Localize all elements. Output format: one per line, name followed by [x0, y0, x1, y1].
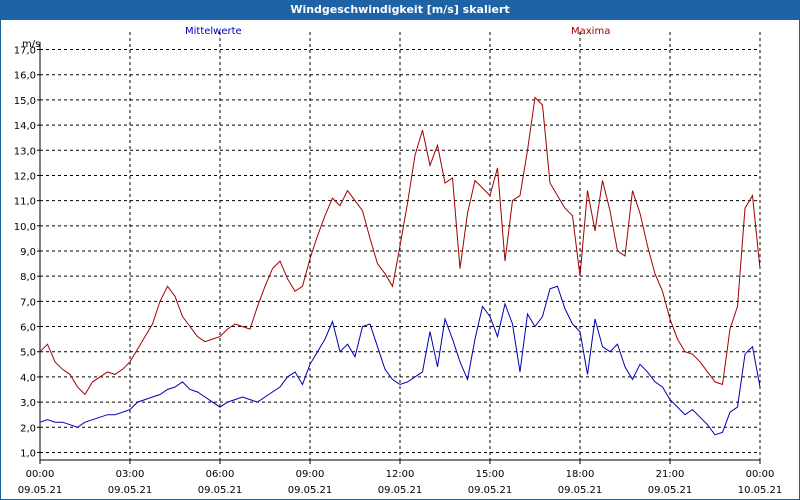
- x-tick-date-label: 09.05.21: [198, 485, 243, 496]
- series-lines: [39, 96, 761, 436]
- x-tick-date-label: 10.05.21: [738, 485, 783, 496]
- y-tick-label: 8,0: [20, 272, 36, 283]
- series-line-mittelwerte: [39, 285, 761, 436]
- y-ticks: 1,0 2,0 3,0 4,0 5,0 6,0 7,0 8,0 9,0 10,0 11,0 12,0 1…: [14, 46, 40, 459]
- x-tick-time-label: 21:00: [656, 469, 685, 480]
- y-tick-label: 7,0: [20, 297, 36, 308]
- x-tick-time-label: 09:00: [296, 469, 325, 480]
- y-tick-label: 5,0: [20, 348, 36, 359]
- y-tick-label: 9,0: [20, 247, 36, 258]
- y-tick-label: 13,0: [14, 146, 36, 157]
- x-tick-time-label: 00:00: [26, 469, 55, 480]
- x-tick-time-label: 03:00: [116, 469, 145, 480]
- x-tick-date-label: 09.05.21: [648, 485, 693, 496]
- y-tick-label: 12,0: [14, 171, 36, 182]
- x-tick-date-label: 09.05.21: [378, 485, 423, 496]
- window-title: Windgeschwindigkeit [m/s] skaliert: [0, 0, 800, 20]
- y-tick-label: 14,0: [14, 121, 36, 132]
- x-tick-time-label: 00:00: [746, 469, 775, 480]
- x-tick-date-label: 09.05.21: [18, 485, 63, 496]
- x-tick-date-label: 09.05.21: [468, 485, 513, 496]
- y-tick-label: 1,0: [20, 448, 36, 459]
- legend-maxima: Maxima: [571, 26, 610, 37]
- legend-mittelwerte: Mittelwerte: [185, 26, 242, 37]
- y-tick-label: 16,0: [14, 71, 36, 82]
- x-tick-time-label: 06:00: [206, 469, 235, 480]
- y-tick-label: 10,0: [14, 222, 36, 233]
- y-axis-unit-label: m/s: [22, 39, 40, 50]
- x-tick-date-label: 09.05.21: [108, 485, 153, 496]
- x-tick-date-label: 09.05.21: [558, 485, 603, 496]
- y-tick-label: 11,0: [14, 197, 36, 208]
- x-tick-time-label: 15:00: [476, 469, 505, 480]
- series-line-maxima: [39, 96, 761, 396]
- y-tick-label: 6,0: [20, 323, 36, 334]
- x-tick-date-label: 09.05.21: [288, 485, 333, 496]
- x-ticks: 00:00 09.05.21 03:00 09.05.21 06:00 09.05.21 0…: [18, 460, 783, 496]
- y-tick-label: 3,0: [20, 398, 36, 409]
- y-tick-label: 2,0: [20, 423, 36, 434]
- x-tick-time-label: 18:00: [566, 469, 595, 480]
- y-tick-label: 17,0: [14, 46, 36, 57]
- y-tick-label: 15,0: [14, 96, 36, 107]
- y-tick-label: 4,0: [20, 373, 36, 384]
- x-tick-time-label: 12:00: [386, 469, 415, 480]
